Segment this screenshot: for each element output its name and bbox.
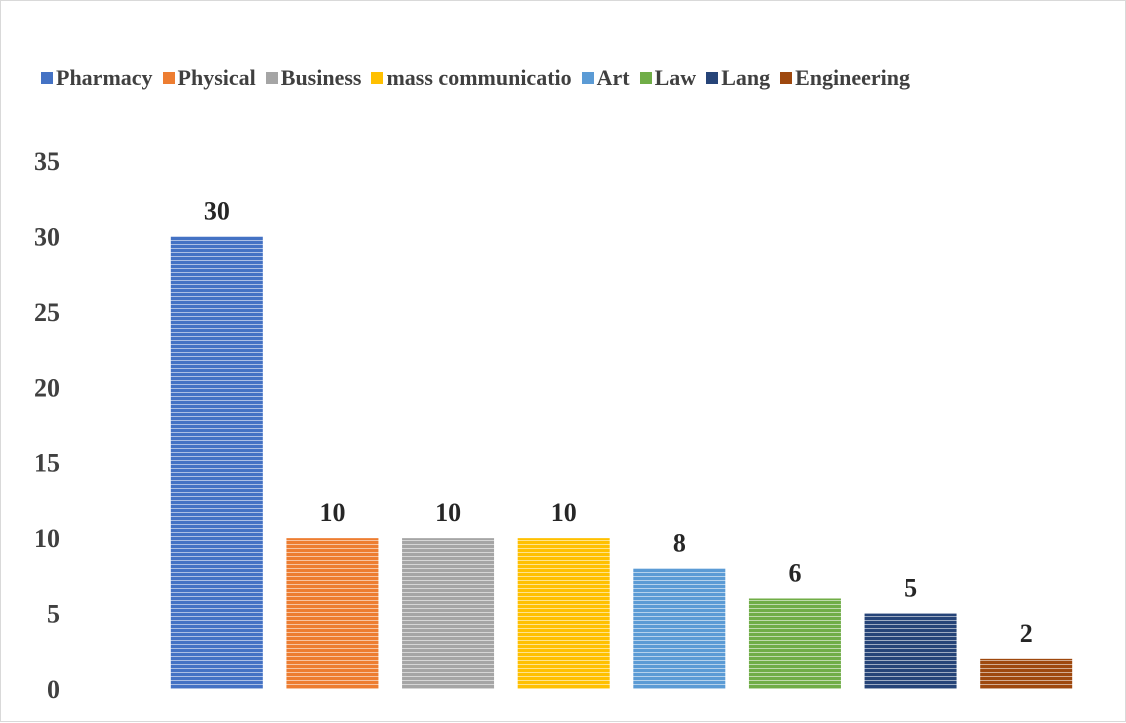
bar-physical (286, 538, 379, 689)
legend-label-physical: Physical (177, 65, 256, 90)
data-label: 30 (204, 196, 230, 225)
y-tick-label: 30 (34, 222, 60, 251)
bar-pharmacy (170, 236, 263, 689)
y-tick-label: 20 (34, 373, 60, 402)
data-label: 8 (673, 528, 686, 557)
legend-item-mass-communication: mass communicatio (371, 65, 572, 91)
bar-law (748, 598, 841, 689)
legend-label-lang: Lang (721, 65, 771, 90)
data-label: 5 (904, 574, 917, 603)
data-label: 10 (435, 498, 461, 527)
bar-art (633, 568, 726, 689)
y-tick-label: 10 (34, 524, 60, 553)
legend-item-lang: Lang (706, 65, 770, 91)
legend-item-physical: Physical (162, 65, 256, 91)
legend-swatch-physical (162, 72, 175, 84)
y-tick-label: 5 (47, 600, 60, 629)
legend-item-pharmacy: Pharmacy (41, 65, 153, 91)
legend-swatch-law (639, 72, 652, 84)
legend-item-law: Law (639, 65, 697, 91)
y-tick-label: 15 (34, 449, 60, 478)
bar-lang (864, 613, 957, 689)
bar-business (402, 538, 495, 689)
legend-label-mass-communication: mass communicatio (386, 65, 572, 90)
legend-swatch-mass-communication (371, 72, 384, 84)
legend-item-engineering: Engineering (780, 65, 910, 91)
legend-swatch-business (265, 72, 278, 84)
legend-label-law: Law (654, 65, 697, 90)
legend-swatch-pharmacy (41, 72, 53, 84)
legend-swatch-lang (706, 72, 719, 84)
legend-label-pharmacy: Pharmacy (56, 65, 153, 90)
data-label: 6 (788, 558, 801, 587)
legend-swatch-art (581, 72, 594, 84)
legend-label-engineering: Engineering (795, 65, 911, 90)
legend: Pharmacy Physical Business mass communic… (41, 63, 1121, 93)
y-tick-label: 0 (47, 675, 60, 704)
bar-engineering (980, 658, 1073, 689)
data-label: 10 (551, 498, 577, 527)
legend-swatch-engineering (780, 72, 793, 84)
bar-mass-communicatio (517, 538, 610, 689)
legend-item-business: Business (265, 65, 362, 91)
legend-item-art: Art (581, 65, 630, 91)
y-tick-label: 25 (34, 298, 60, 327)
data-label: 2 (1020, 619, 1033, 648)
legend-label-art: Art (596, 65, 630, 90)
legend-label-business: Business (280, 65, 362, 90)
y-tick-label: 35 (34, 147, 60, 176)
data-label: 10 (319, 498, 345, 527)
